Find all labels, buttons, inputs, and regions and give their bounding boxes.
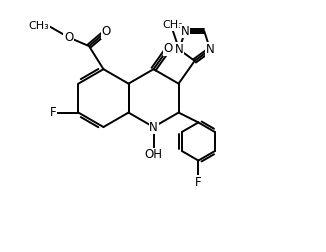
Text: CH₃: CH₃ (29, 21, 50, 32)
Text: CH₃: CH₃ (162, 20, 183, 30)
Text: N: N (206, 43, 215, 56)
Text: OH: OH (144, 148, 163, 161)
Text: F: F (50, 106, 56, 119)
Text: N: N (175, 43, 184, 56)
Text: O: O (64, 31, 73, 44)
Text: O: O (164, 42, 173, 55)
Text: O: O (101, 25, 111, 38)
Text: F: F (195, 176, 202, 189)
Text: N: N (181, 25, 189, 38)
Text: N: N (149, 120, 158, 134)
